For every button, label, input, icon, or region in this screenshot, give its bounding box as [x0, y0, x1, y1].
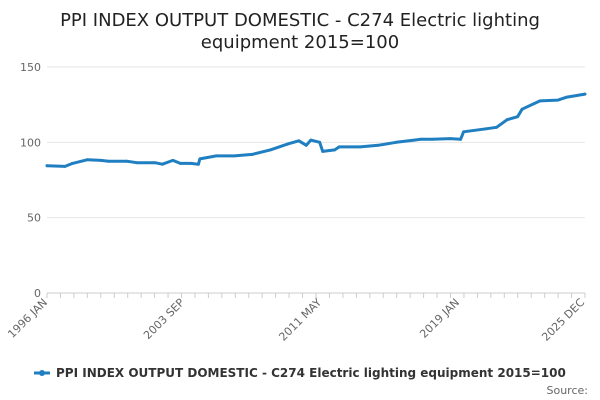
- data-point[interactable]: [161, 162, 164, 166]
- data-point[interactable]: [297, 139, 301, 143]
- data-point[interactable]: [189, 162, 193, 165]
- data-point[interactable]: [538, 99, 542, 103]
- data-point[interactable]: [135, 161, 139, 165]
- data-point[interactable]: [214, 154, 218, 158]
- chart-title-line-2: equipment 2015=100: [201, 32, 399, 53]
- data-point[interactable]: [232, 154, 236, 158]
- x-tick-label: 1996 JAN: [5, 296, 50, 341]
- data-point[interactable]: [198, 157, 202, 161]
- data-point[interactable]: [484, 127, 488, 131]
- x-tick-label: 2019 JAN: [417, 296, 462, 341]
- data-point[interactable]: [153, 161, 157, 165]
- data-point[interactable]: [358, 145, 362, 149]
- data-point[interactable]: [565, 95, 569, 99]
- data-point[interactable]: [304, 143, 308, 147]
- x-tick-label: 2025 DEC: [539, 296, 587, 344]
- data-point[interactable]: [376, 143, 380, 147]
- data-point[interactable]: [495, 125, 498, 129]
- data-point[interactable]: [430, 137, 434, 141]
- data-point[interactable]: [556, 98, 560, 102]
- x-tick-label: 2003 SEP: [141, 296, 187, 342]
- data-point[interactable]: [337, 145, 341, 149]
- data-point[interactable]: [250, 153, 254, 156]
- series-line[interactable]: [45, 92, 587, 168]
- data-point[interactable]: [321, 150, 325, 153]
- data-point[interactable]: [197, 162, 200, 166]
- legend-label: PPI INDEX OUTPUT DOMESTIC - C274 Electri…: [56, 366, 566, 380]
- data-point[interactable]: [45, 164, 49, 168]
- data-point[interactable]: [86, 158, 89, 162]
- legend-marker-icon: [39, 370, 45, 376]
- gridlines: [47, 66, 585, 294]
- series-layer: [45, 92, 587, 168]
- data-point[interactable]: [107, 159, 110, 163]
- data-point[interactable]: [333, 148, 337, 152]
- y-tick-label: 50: [27, 212, 41, 225]
- source-label: Source:: [547, 384, 589, 397]
- data-point[interactable]: [171, 159, 175, 162]
- legend[interactable]: PPI INDEX OUTPUT DOMESTIC - C274 Electri…: [34, 366, 566, 380]
- data-point[interactable]: [505, 118, 509, 122]
- data-point[interactable]: [459, 137, 462, 141]
- data-point[interactable]: [71, 162, 74, 165]
- data-point[interactable]: [448, 137, 452, 141]
- data-point[interactable]: [520, 107, 524, 111]
- data-point[interactable]: [318, 140, 322, 144]
- data-point[interactable]: [309, 138, 313, 142]
- data-point[interactable]: [583, 92, 587, 96]
- x-tick-label: 2011 MAY: [276, 296, 324, 344]
- y-axis-ticks: 0 50 100 150: [20, 61, 41, 300]
- data-point[interactable]: [418, 137, 422, 141]
- data-point[interactable]: [268, 148, 272, 152]
- data-point[interactable]: [462, 130, 465, 134]
- data-point[interactable]: [99, 159, 103, 162]
- data-point[interactable]: [125, 159, 128, 163]
- data-point[interactable]: [63, 165, 67, 168]
- y-tick-label: 150: [20, 61, 41, 74]
- data-point[interactable]: [179, 162, 182, 165]
- chart-title-line-1: PPI INDEX OUTPUT DOMESTIC - C274 Electri…: [60, 10, 540, 31]
- x-axis: 1996 JAN 2003 SEP 2011 MAY 2019 JAN 2025 DEC: [5, 292, 587, 344]
- data-point[interactable]: [394, 140, 398, 144]
- y-tick-label: 0: [34, 287, 41, 300]
- y-tick-label: 100: [20, 136, 41, 149]
- data-point[interactable]: [516, 115, 519, 119]
- data-point[interactable]: [412, 138, 416, 142]
- data-point[interactable]: [286, 142, 290, 146]
